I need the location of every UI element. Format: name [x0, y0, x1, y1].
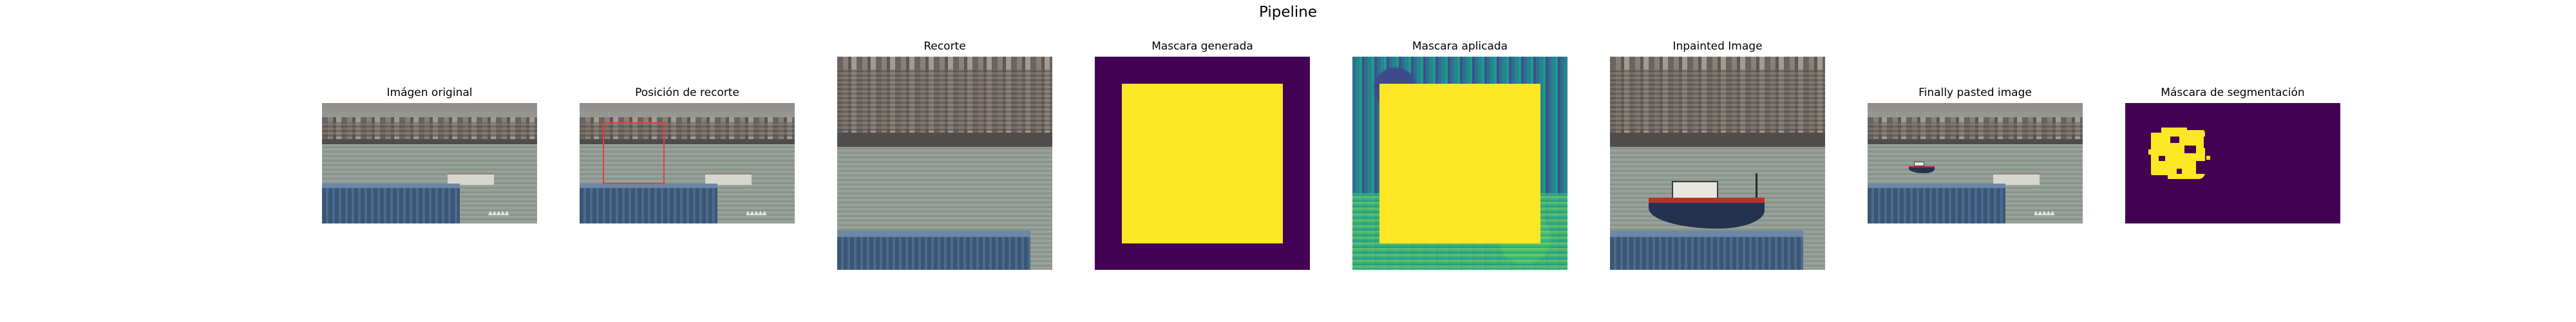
panel-segmentation-mask: Máscara de segmentación	[2125, 103, 2340, 223]
panel-applied-mask: Mascara aplicada	[1352, 57, 1567, 270]
segmentation-blob	[2148, 124, 2210, 185]
panel-pasted: Finally pasted image ▲▲▲▲▲	[1868, 103, 2083, 223]
crop-image	[837, 57, 1052, 270]
inpainted-image	[1610, 57, 1825, 270]
panel-title-crop-position: Posición de recorte	[541, 86, 833, 99]
crop-position-image: ▲▲▲▲▲	[580, 103, 795, 223]
generated-mask-image	[1095, 57, 1310, 270]
watermark-logo: ▲▲▲▲▲	[488, 210, 509, 216]
crop-region-box	[603, 122, 665, 184]
pasted-boat	[1908, 160, 1936, 174]
panel-inpainted: Inpainted Image	[1610, 57, 1825, 270]
panel-title-inpainted: Inpainted Image	[1571, 40, 1864, 53]
panel-title-applied-mask: Mascara aplicada	[1314, 40, 1606, 53]
panel-title-generated-mask: Mascara generada	[1056, 40, 1349, 53]
panel-generated-mask: Mascara generada	[1095, 57, 1310, 270]
panel-crop: Recorte	[837, 57, 1052, 270]
mask-square	[1122, 84, 1283, 243]
pasted-image: ▲▲▲▲▲	[1868, 103, 2083, 223]
boat	[1642, 169, 1771, 234]
mask-square	[1379, 84, 1540, 243]
applied-mask-image	[1352, 57, 1567, 270]
figure-title: Pipeline	[0, 4, 2576, 21]
panel-title-segmentation-mask: Máscara de segmentación	[2087, 86, 2379, 99]
panel-title-original: Imágen original	[283, 86, 576, 99]
panel-title-pasted: Finally pasted image	[1829, 86, 2121, 99]
panel-original: Imágen original ▲▲▲▲▲	[322, 103, 537, 223]
panel-crop-position: Posición de recorte ▲▲▲▲▲	[580, 103, 795, 223]
watermark-logo: ▲▲▲▲▲	[2034, 210, 2054, 216]
original-image: ▲▲▲▲▲	[322, 103, 537, 223]
segmentation-mask-image	[2125, 103, 2340, 223]
panel-title-crop: Recorte	[799, 40, 1091, 53]
watermark-logo: ▲▲▲▲▲	[746, 210, 766, 216]
